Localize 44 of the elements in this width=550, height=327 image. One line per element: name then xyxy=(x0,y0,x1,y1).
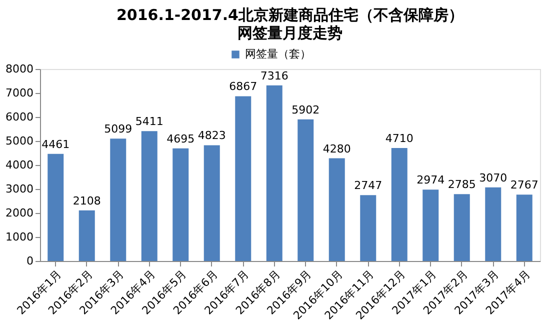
data-label: 4280 xyxy=(322,142,351,156)
y-tick-label: 3000 xyxy=(6,182,34,196)
data-label: 5411 xyxy=(135,115,164,128)
data-label: 2785 xyxy=(448,178,476,192)
data-label: 3070 xyxy=(479,171,508,184)
bar xyxy=(172,148,189,261)
y-tick-label: 1000 xyxy=(6,230,34,244)
bar xyxy=(454,194,470,261)
bar xyxy=(48,154,64,261)
data-label: 2767 xyxy=(510,178,538,192)
bar xyxy=(141,131,158,261)
data-label: 2108 xyxy=(72,194,101,208)
data-label: 4461 xyxy=(42,138,70,151)
bar xyxy=(78,210,95,261)
y-tick-label: 6000 xyxy=(6,110,34,124)
bar xyxy=(516,194,532,261)
bar xyxy=(110,138,126,261)
bar xyxy=(485,187,502,261)
legend-label: 网签量（套） xyxy=(245,48,311,60)
data-label: 2974 xyxy=(416,174,445,187)
bar xyxy=(266,85,282,261)
y-tick-label: 8000 xyxy=(6,62,34,76)
y-tick-label: 4000 xyxy=(6,158,34,172)
bar xyxy=(235,96,252,261)
bar xyxy=(204,145,220,261)
bar xyxy=(422,190,439,261)
bar xyxy=(391,148,408,261)
y-tick-label: 2000 xyxy=(6,206,34,220)
data-label: 6867 xyxy=(229,80,258,94)
chart-subtitle: 网签量月度走势 xyxy=(238,24,342,42)
y-tick-label: 7000 xyxy=(6,86,34,100)
data-label: 4695 xyxy=(166,132,195,146)
y-tick-label: 5000 xyxy=(6,134,34,148)
data-label: 5099 xyxy=(104,122,132,136)
bar xyxy=(298,119,314,261)
data-label: 5902 xyxy=(292,103,320,116)
data-label: 2747 xyxy=(354,179,382,192)
y-tick-label: 0 xyxy=(26,254,34,268)
data-label: 7316 xyxy=(260,69,288,82)
bar xyxy=(360,195,376,261)
bar xyxy=(328,158,345,261)
chart-title: 2016.1-2017.4北京新建商品住宅（不含保障房） xyxy=(116,6,464,24)
data-label: 4710 xyxy=(385,132,414,145)
data-label: 4823 xyxy=(198,129,226,142)
